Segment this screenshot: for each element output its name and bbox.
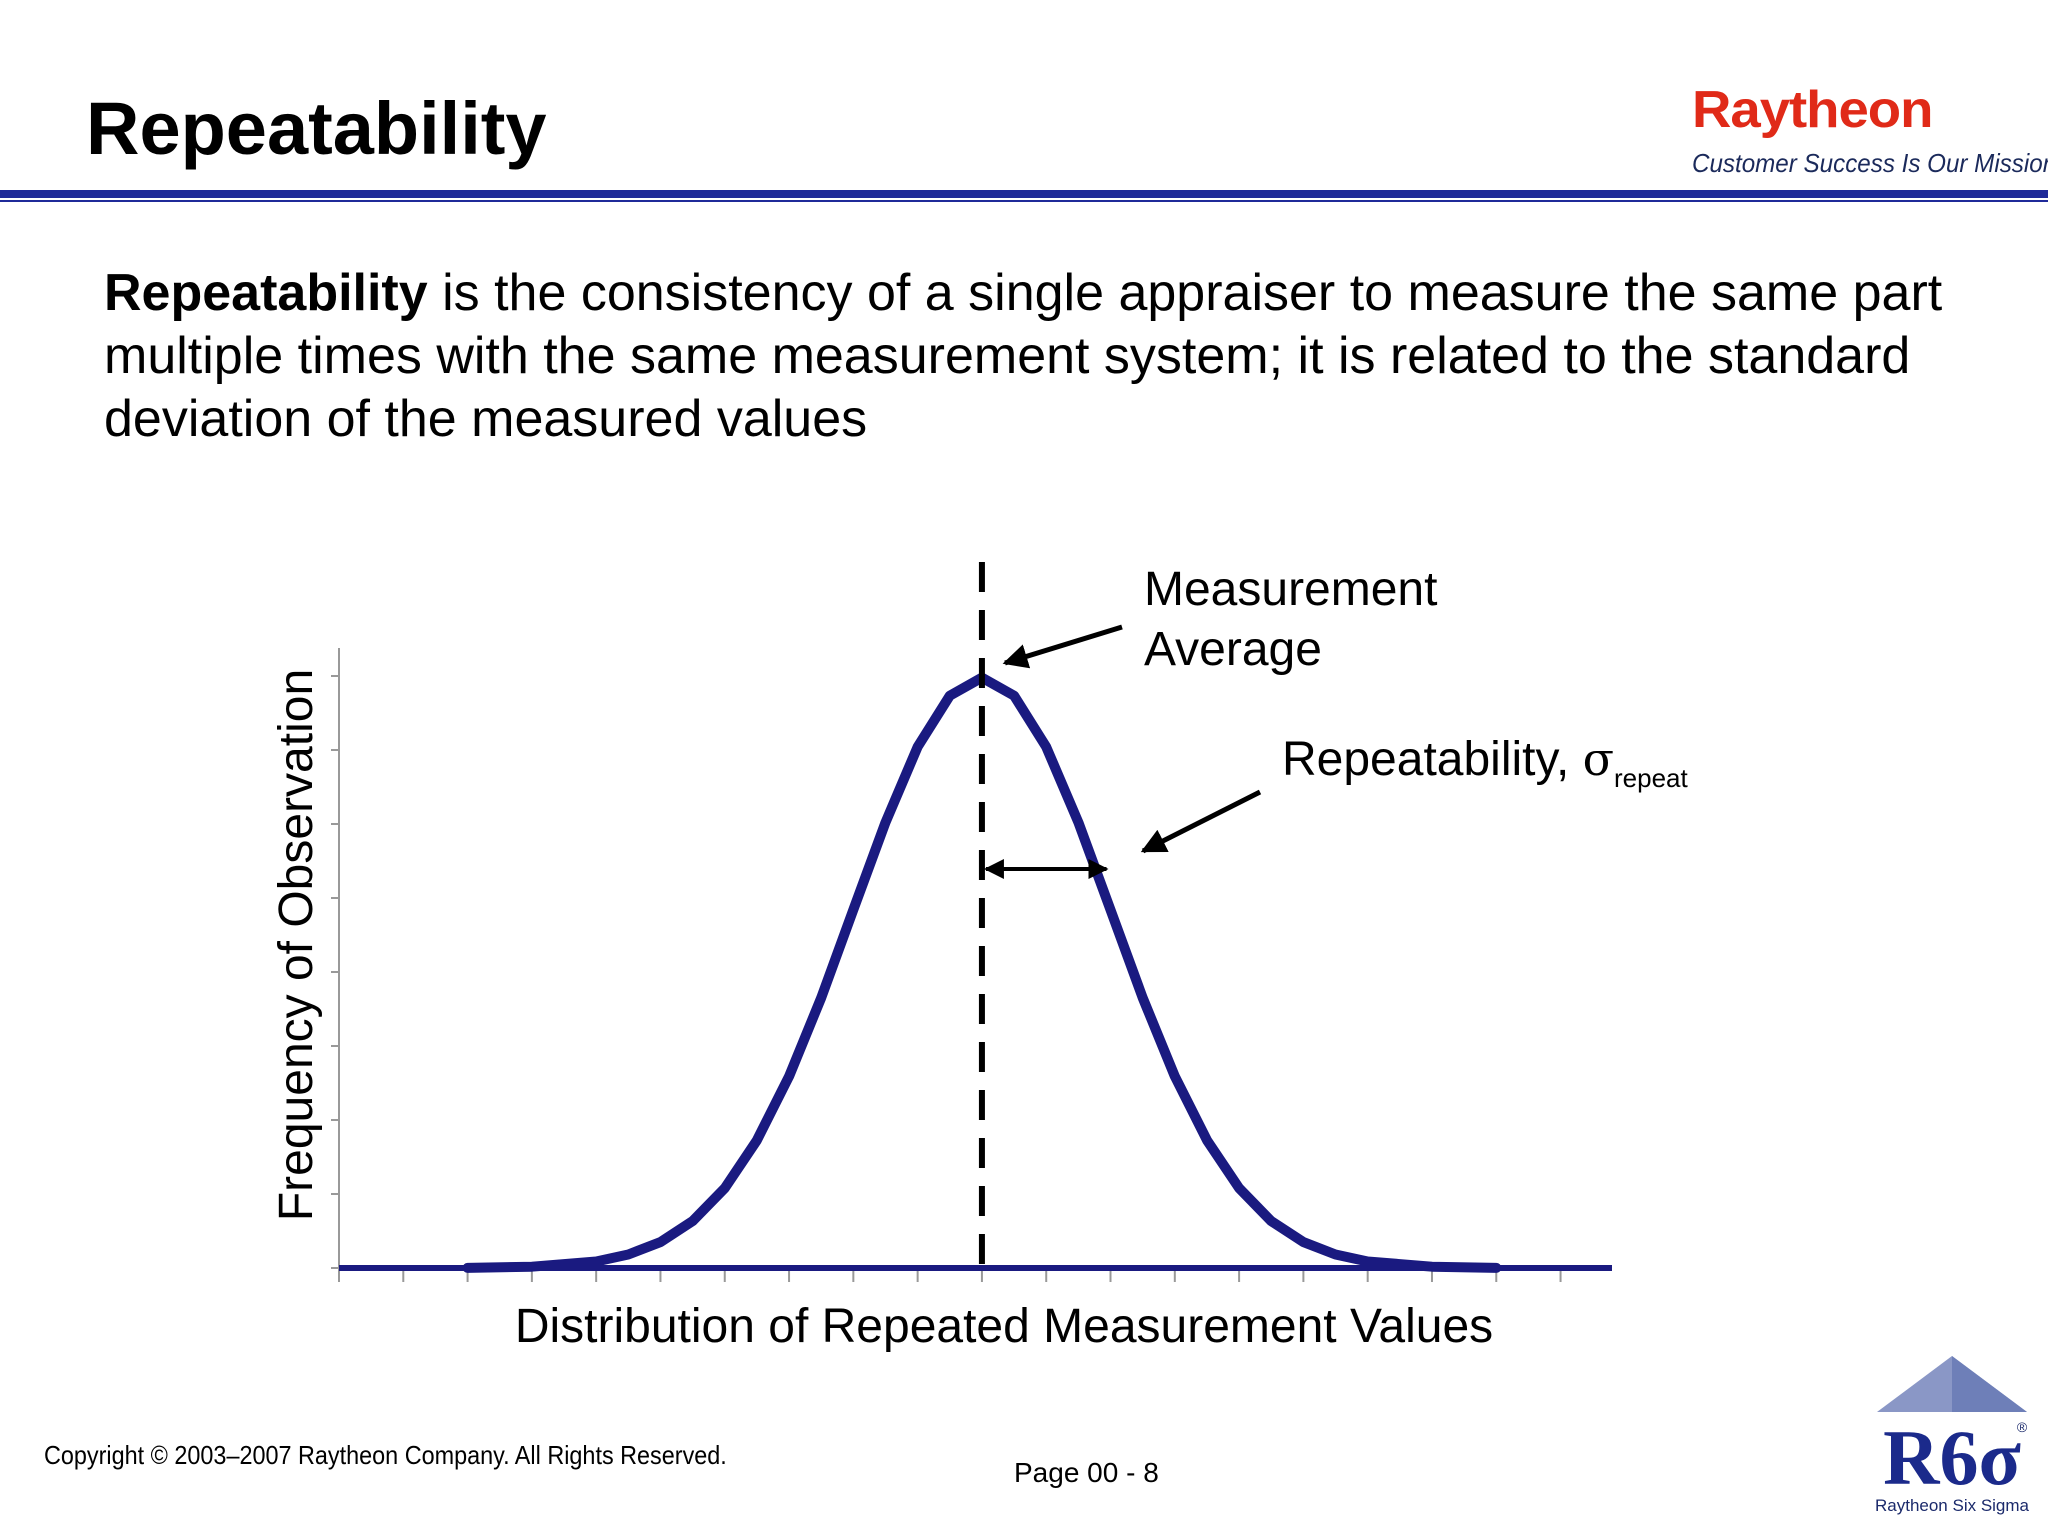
definition-body: is the consistency of a single appraiser… bbox=[104, 264, 1943, 448]
raytheon-six-sigma-logo: ® R6σ Raytheon Six Sigma bbox=[1875, 1356, 2030, 1515]
mean-label-line1: Measurement bbox=[1144, 563, 1437, 616]
mean-label-line2: Average bbox=[1144, 623, 1322, 676]
six-sigma-caption: Raytheon Six Sigma bbox=[1875, 1496, 2030, 1515]
sigma-symbol: σ bbox=[1583, 732, 1614, 786]
page-number: Page 00 - 8 bbox=[1014, 1457, 1159, 1488]
definition-text: Repeatability is the consistency of a si… bbox=[104, 262, 2004, 451]
raytheon-logo: Raytheon bbox=[1692, 81, 1933, 139]
sigma-pointer-arrow bbox=[1140, 789, 1262, 854]
mean-pointer-arrow bbox=[1002, 624, 1123, 669]
x-axis-label: Distribution of Repeated Measurement Val… bbox=[515, 1300, 1493, 1353]
raytheon-tagline: Customer Success Is Our Mission bbox=[1692, 148, 2048, 178]
definition-term: Repeatability bbox=[104, 264, 428, 322]
sigma-label-text: Repeatability, bbox=[1282, 733, 1583, 786]
r6-sigma-mark: R6σ bbox=[1883, 1414, 2021, 1501]
header-rule-thick bbox=[0, 190, 2048, 198]
copyright-notice: Copyright © 2003–2007 Raytheon Company. … bbox=[44, 1440, 727, 1470]
sigma-label: Repeatability, σrepeat bbox=[1282, 732, 1689, 793]
y-axis-label: Frequency of Observation bbox=[270, 669, 323, 1221]
sigma-subscript: repeat bbox=[1614, 763, 1688, 793]
registered-mark: ® bbox=[2017, 1419, 2028, 1435]
header-rule-thin bbox=[0, 200, 2048, 202]
slide-title: Repeatability bbox=[86, 87, 547, 170]
y-axis bbox=[331, 648, 340, 1269]
